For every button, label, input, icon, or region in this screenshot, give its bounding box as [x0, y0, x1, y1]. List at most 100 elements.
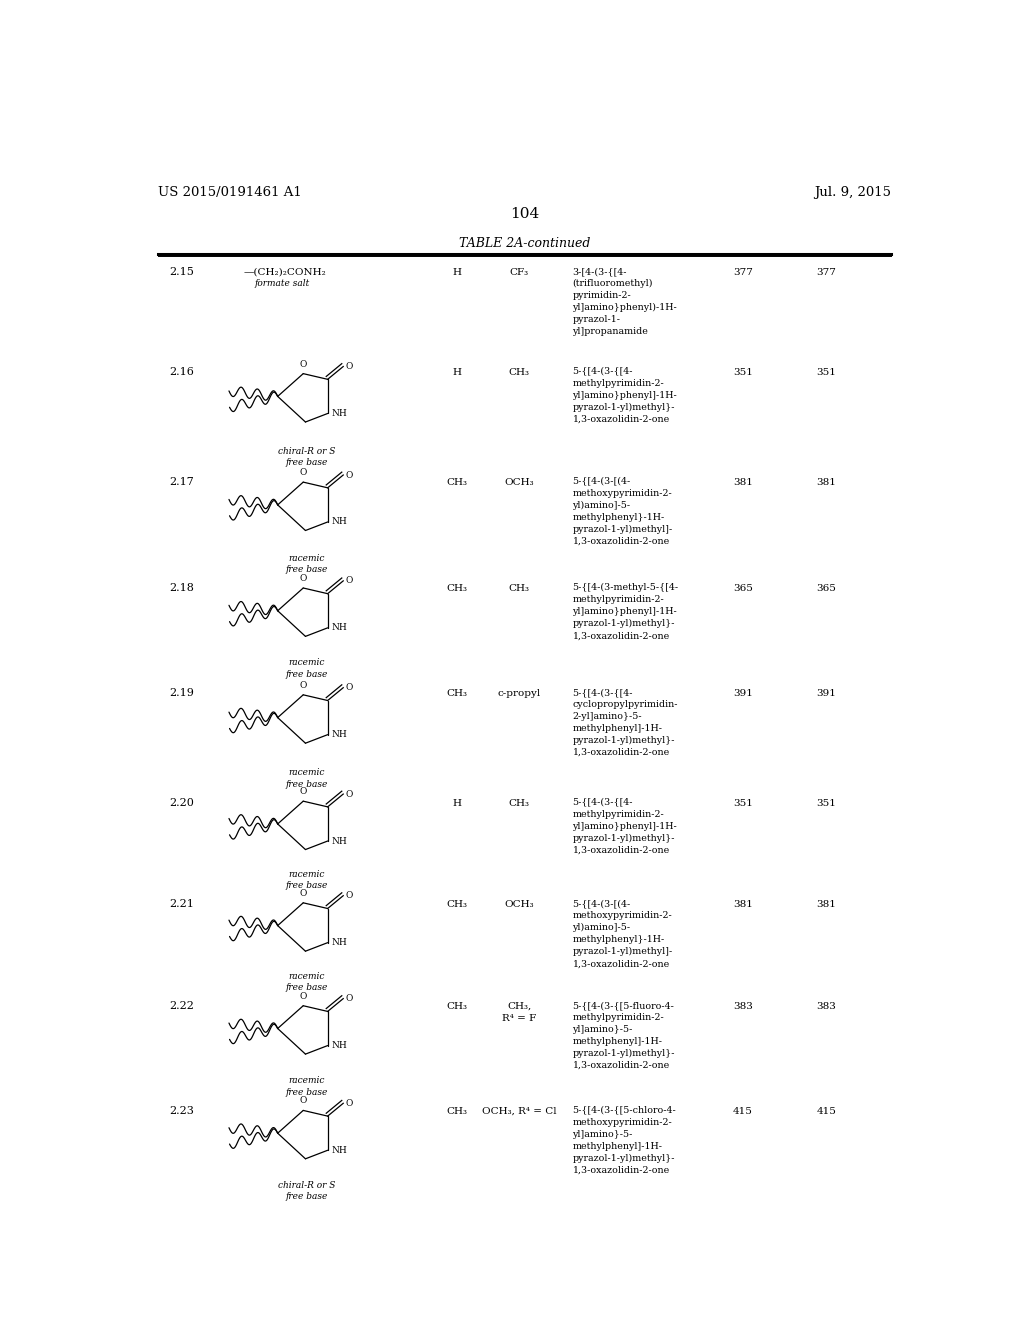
Text: 377: 377 — [733, 268, 753, 277]
Text: NH: NH — [332, 623, 347, 632]
Text: methylpyrimidin-2-: methylpyrimidin-2- — [572, 379, 665, 388]
Text: 1,3-oxazolidin-2-one: 1,3-oxazolidin-2-one — [572, 960, 670, 969]
Text: free base: free base — [286, 780, 328, 788]
Text: 381: 381 — [733, 900, 753, 909]
Text: 381: 381 — [816, 478, 837, 487]
Text: O: O — [346, 470, 353, 479]
Text: free base: free base — [286, 1192, 328, 1201]
Text: pyrazol-1-yl)methyl}-: pyrazol-1-yl)methyl}- — [572, 737, 675, 744]
Text: —(CH₂)₂CONH₂: —(CH₂)₂CONH₂ — [243, 267, 326, 276]
Text: pyrazol-1-yl)methyl]-: pyrazol-1-yl)methyl]- — [572, 948, 673, 957]
Text: racemic: racemic — [289, 768, 325, 777]
Text: methoxypyrimidin-2-: methoxypyrimidin-2- — [572, 911, 672, 920]
Text: 391: 391 — [816, 689, 837, 698]
Text: O: O — [300, 359, 307, 368]
Text: 1,3-oxazolidin-2-one: 1,3-oxazolidin-2-one — [572, 414, 670, 424]
Text: 2.18: 2.18 — [169, 583, 195, 593]
Text: 1,3-oxazolidin-2-one: 1,3-oxazolidin-2-one — [572, 536, 670, 545]
Text: 5-{[4-(3-[(4-: 5-{[4-(3-[(4- — [572, 899, 631, 908]
Text: 2.15: 2.15 — [169, 267, 195, 277]
Text: yl]amino}phenyl]-1H-: yl]amino}phenyl]-1H- — [572, 822, 677, 830]
Text: free base: free base — [286, 565, 328, 574]
Text: free base: free base — [286, 1088, 328, 1097]
Text: 3-[4-(3-{[4-: 3-[4-(3-{[4- — [572, 267, 627, 276]
Text: 415: 415 — [816, 1106, 837, 1115]
Text: 5-{[4-(3-{[4-: 5-{[4-(3-{[4- — [572, 367, 633, 376]
Text: chiral-R or S: chiral-R or S — [278, 1181, 335, 1189]
Text: NH: NH — [332, 939, 347, 948]
Text: 1,3-oxazolidin-2-one: 1,3-oxazolidin-2-one — [572, 846, 670, 854]
Text: yl]amino}phenyl)-1H-: yl]amino}phenyl)-1H- — [572, 304, 677, 313]
Text: methylphenyl]-1H-: methylphenyl]-1H- — [572, 723, 663, 733]
Text: O: O — [346, 362, 353, 371]
Text: 2.17: 2.17 — [169, 477, 194, 487]
Text: yl]amino}-5-: yl]amino}-5- — [572, 1026, 633, 1034]
Text: 2.23: 2.23 — [169, 1106, 195, 1115]
Text: 351: 351 — [733, 368, 753, 376]
Text: 383: 383 — [733, 1002, 753, 1011]
Text: methylpyrimidin-2-: methylpyrimidin-2- — [572, 595, 665, 605]
Text: pyrimidin-2-: pyrimidin-2- — [572, 292, 631, 300]
Text: pyrazol-1-yl)methyl}-: pyrazol-1-yl)methyl}- — [572, 1154, 675, 1163]
Text: OCH₃: OCH₃ — [505, 900, 535, 909]
Text: O: O — [300, 1097, 307, 1105]
Text: chiral-R or S: chiral-R or S — [278, 447, 335, 455]
Text: pyrazol-1-yl)methyl]-: pyrazol-1-yl)methyl]- — [572, 524, 673, 533]
Text: O: O — [300, 574, 307, 583]
Text: O: O — [346, 789, 353, 799]
Text: free base: free base — [286, 983, 328, 991]
Text: CH₃: CH₃ — [446, 478, 468, 487]
Text: OCH₃, R⁴ = Cl: OCH₃, R⁴ = Cl — [482, 1106, 557, 1115]
Text: methylpyrimidin-2-: methylpyrimidin-2- — [572, 1012, 665, 1022]
Text: O: O — [346, 684, 353, 692]
Text: pyrazol-1-yl)methyl}-: pyrazol-1-yl)methyl}- — [572, 619, 675, 628]
Text: H: H — [453, 799, 462, 808]
Text: 1,3-oxazolidin-2-one: 1,3-oxazolidin-2-one — [572, 748, 670, 756]
Text: racemic: racemic — [289, 1076, 325, 1085]
Text: 381: 381 — [733, 478, 753, 487]
Text: methylphenyl}-1H-: methylphenyl}-1H- — [572, 936, 665, 944]
Text: 5-{[4-(3-{[5-chloro-4-: 5-{[4-(3-{[5-chloro-4- — [572, 1106, 676, 1114]
Text: O: O — [300, 787, 307, 796]
Text: CH₃: CH₃ — [446, 1002, 468, 1011]
Text: methoxypyrimidin-2-: methoxypyrimidin-2- — [572, 1118, 672, 1127]
Text: 104: 104 — [510, 207, 540, 222]
Text: Jul. 9, 2015: Jul. 9, 2015 — [814, 186, 892, 199]
Text: O: O — [300, 888, 307, 898]
Text: 377: 377 — [816, 268, 837, 277]
Text: 1,3-oxazolidin-2-one: 1,3-oxazolidin-2-one — [572, 1166, 670, 1175]
Text: O: O — [300, 681, 307, 689]
Text: (trifluoromethyl): (trifluoromethyl) — [572, 279, 653, 288]
Text: free base: free base — [286, 669, 328, 678]
Text: 5-{[4-(3-methyl-5-{[4-: 5-{[4-(3-methyl-5-{[4- — [572, 583, 679, 593]
Text: US 2015/0191461 A1: US 2015/0191461 A1 — [158, 186, 302, 199]
Text: 2.16: 2.16 — [169, 367, 195, 376]
Text: methoxypyrimidin-2-: methoxypyrimidin-2- — [572, 488, 672, 498]
Text: TABLE 2A-continued: TABLE 2A-continued — [459, 236, 591, 249]
Text: 415: 415 — [733, 1106, 753, 1115]
Text: methylphenyl}-1H-: methylphenyl}-1H- — [572, 512, 665, 521]
Text: 391: 391 — [733, 689, 753, 698]
Text: racemic: racemic — [289, 659, 325, 668]
Text: yl]amino}-5-: yl]amino}-5- — [572, 1130, 633, 1139]
Text: yl)amino]-5-: yl)amino]-5- — [572, 924, 631, 932]
Text: 5-{[4-(3-{[4-: 5-{[4-(3-{[4- — [572, 688, 633, 697]
Text: yl]amino}phenyl]-1H-: yl]amino}phenyl]-1H- — [572, 391, 677, 400]
Text: 2.21: 2.21 — [169, 899, 195, 909]
Text: methylphenyl]-1H-: methylphenyl]-1H- — [572, 1142, 663, 1151]
Text: free base: free base — [286, 882, 328, 890]
Text: 2.22: 2.22 — [169, 1001, 195, 1011]
Text: racemic: racemic — [289, 870, 325, 879]
Text: O: O — [300, 469, 307, 477]
Text: NH: NH — [332, 517, 347, 527]
Text: 365: 365 — [733, 585, 753, 593]
Text: O: O — [346, 577, 353, 585]
Text: 5-{[4-(3-[(4-: 5-{[4-(3-[(4- — [572, 477, 631, 486]
Text: R⁴ = F: R⁴ = F — [502, 1014, 537, 1023]
Text: 381: 381 — [816, 900, 837, 909]
Text: methylpyrimidin-2-: methylpyrimidin-2- — [572, 809, 665, 818]
Text: pyrazol-1-yl)methyl}-: pyrazol-1-yl)methyl}- — [572, 403, 675, 412]
Text: 2-yl]amino}-5-: 2-yl]amino}-5- — [572, 711, 642, 721]
Text: yl)amino]-5-: yl)amino]-5- — [572, 500, 631, 510]
Text: OCH₃: OCH₃ — [505, 478, 535, 487]
